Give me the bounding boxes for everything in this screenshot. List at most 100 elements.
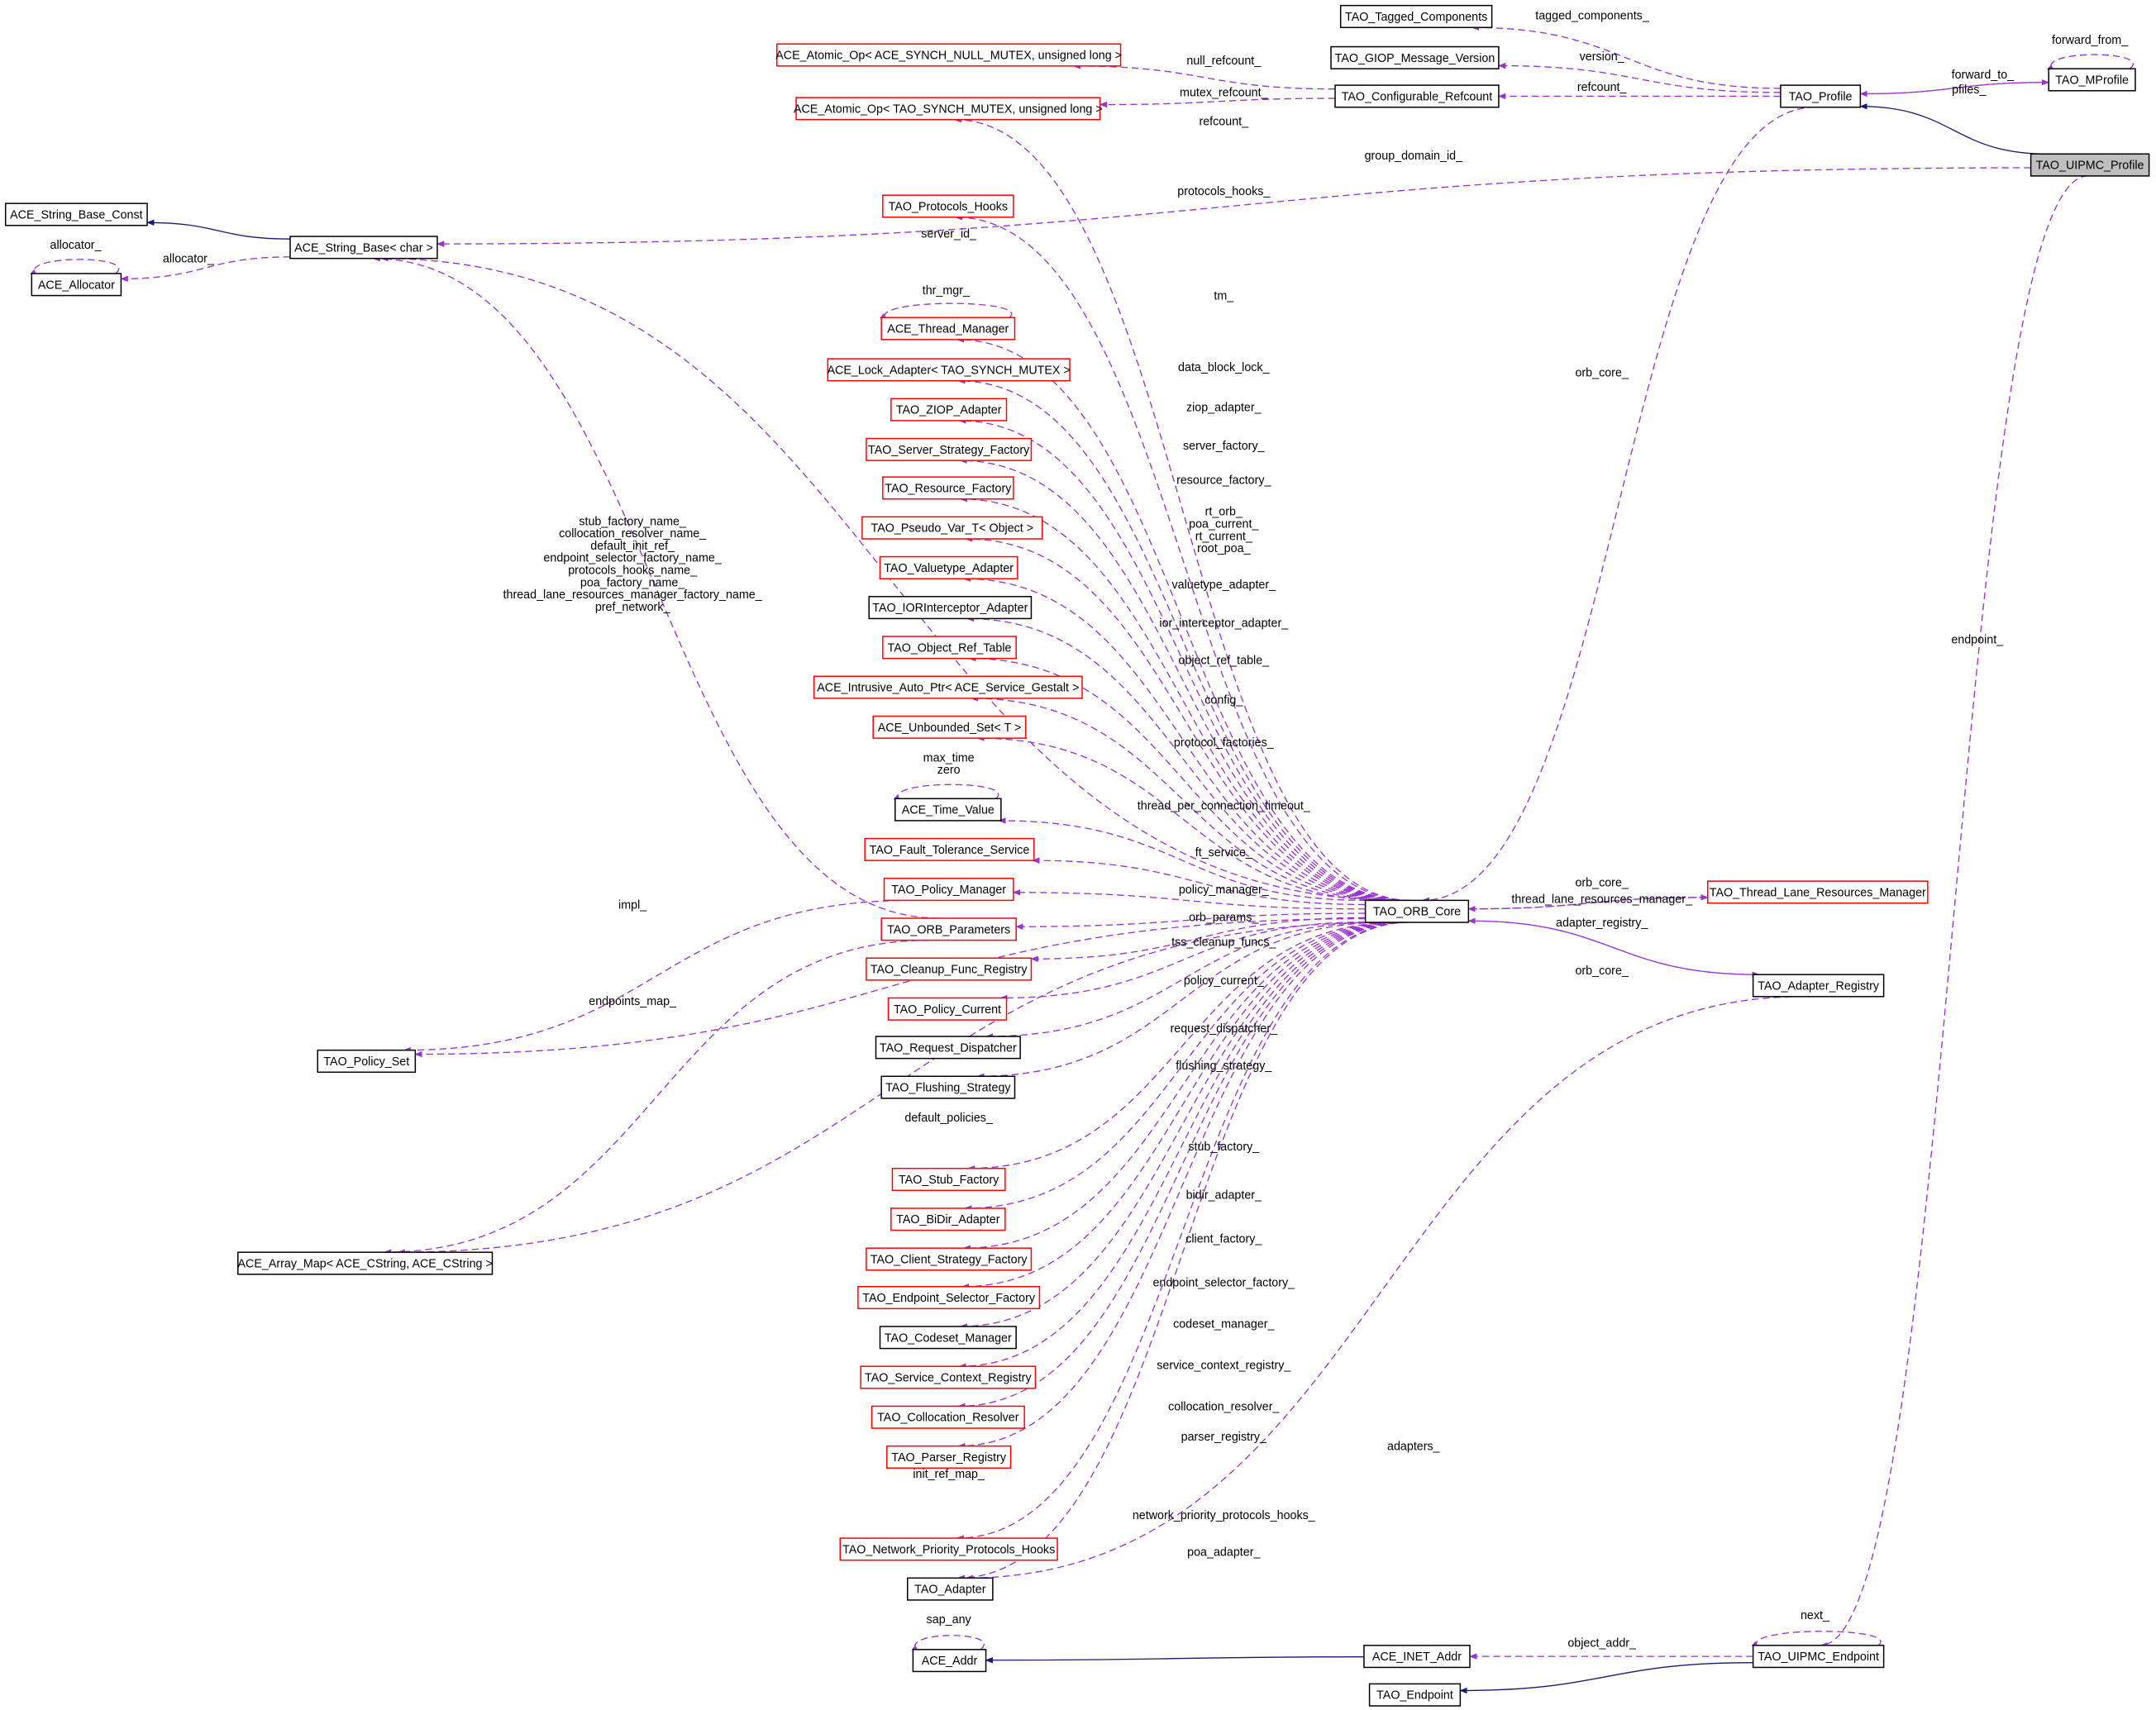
class-node-ace_addr[interactable]: ACE_Addr <box>912 1649 987 1673</box>
class-box[interactable] <box>883 878 1014 902</box>
class-box[interactable] <box>237 1251 494 1275</box>
class-box[interactable] <box>31 273 122 297</box>
class-box[interactable] <box>813 675 1083 699</box>
class-node-colloc[interactable]: TAO_Collocation_Resolver <box>871 1405 1025 1429</box>
class-box[interactable] <box>1706 880 1929 904</box>
class-node-codeset[interactable]: TAO_Codeset_Manager <box>879 1326 1017 1350</box>
class-box[interactable] <box>880 1075 1016 1099</box>
class-box[interactable] <box>912 1649 987 1673</box>
class-box[interactable] <box>1339 4 1493 29</box>
class-node-atomic_null[interactable]: ACE_Atomic_Op< ACE_SYNCH_NULL_MUTEX, uns… <box>775 43 1122 67</box>
class-box[interactable] <box>1364 899 1470 923</box>
class-node-ft[interactable]: TAO_Fault_Tolerance_Service <box>864 837 1035 861</box>
class-box[interactable] <box>882 194 1014 218</box>
class-box[interactable] <box>4 202 148 226</box>
class-node-stub_f[interactable]: TAO_Stub_Factory <box>891 1167 1006 1192</box>
class-box[interactable] <box>1780 84 1862 108</box>
class-box[interactable] <box>317 1049 417 1074</box>
class-node-uipmc_ep[interactable]: TAO_UIPMC_Endpoint <box>1752 1645 1885 1669</box>
class-node-refcount[interactable]: TAO_Configurable_Refcount <box>1334 84 1500 108</box>
class-node-svc_ctx[interactable]: TAO_Service_Context_Registry <box>860 1365 1037 1389</box>
class-node-array_map[interactable]: ACE_Array_Map< ACE_CString, ACE_CString … <box>237 1251 494 1275</box>
class-box[interactable] <box>872 715 1027 739</box>
class-box[interactable] <box>882 636 1017 660</box>
class-node-intrusive[interactable]: ACE_Intrusive_Auto_Ptr< ACE_Service_Gest… <box>813 675 1083 699</box>
class-node-uipmc_profile[interactable]: TAO_UIPMC_Profile <box>2030 153 2150 177</box>
class-node-atomic_tao[interactable]: ACE_Atomic_Op< TAO_SYNCH_MUTEX, unsigned… <box>794 97 1103 121</box>
class-box[interactable] <box>1752 974 1885 998</box>
class-box[interactable] <box>776 43 1122 67</box>
class-node-orb_core[interactable]: TAO_ORB_Core <box>1364 899 1470 923</box>
class-node-cleanup[interactable]: TAO_Cleanup_Func_Registry <box>866 957 1033 981</box>
class-box[interactable] <box>1752 1645 1885 1669</box>
class-box[interactable] <box>289 236 438 260</box>
class-box[interactable] <box>864 837 1035 861</box>
class-box[interactable] <box>879 1326 1017 1350</box>
class-box[interactable] <box>890 1207 1006 1231</box>
class-box[interactable] <box>891 1167 1006 1192</box>
class-box[interactable] <box>861 516 1043 540</box>
class-node-profile[interactable]: TAO_Profile <box>1780 84 1862 108</box>
class-node-ior_int[interactable]: TAO_IORInterceptor_Adapter <box>868 596 1033 620</box>
class-node-tlrm[interactable]: TAO_Thread_Lane_Resources_Manager <box>1706 880 1929 904</box>
class-node-inet_addr[interactable]: ACE_INET_Addr <box>1363 1645 1471 1669</box>
class-box[interactable] <box>890 398 1008 422</box>
class-node-parser[interactable]: TAO_Parser_Registry <box>886 1445 1012 1469</box>
class-box[interactable] <box>868 596 1033 620</box>
class-box[interactable] <box>1368 1683 1462 1707</box>
class-node-client_sf[interactable]: TAO_Client_Strategy_Factory <box>866 1247 1033 1271</box>
class-node-endpoint_sel[interactable]: TAO_Endpoint_Selector_Factory <box>857 1285 1041 1310</box>
class-box[interactable] <box>860 1365 1037 1389</box>
class-box[interactable] <box>1334 84 1500 108</box>
class-box[interactable] <box>866 437 1033 461</box>
class-box[interactable] <box>827 358 1071 382</box>
class-node-policy_mgr[interactable]: TAO_Policy_Manager <box>883 878 1014 902</box>
class-box[interactable] <box>907 1577 994 1601</box>
class-node-unbounded[interactable]: ACE_Unbounded_Set< T > <box>872 715 1027 739</box>
class-node-mprofile[interactable]: TAO_MProfile <box>2048 68 2136 92</box>
class-box[interactable] <box>866 1247 1033 1271</box>
class-box[interactable] <box>2030 153 2150 177</box>
class-box[interactable] <box>1363 1645 1471 1669</box>
class-node-proto_hooks[interactable]: TAO_Protocols_Hooks <box>882 194 1014 218</box>
class-node-sbase[interactable]: ACE_String_Base< char > <box>289 236 438 260</box>
class-node-server_sf[interactable]: TAO_Server_Strategy_Factory <box>866 437 1033 461</box>
class-node-adapter_reg[interactable]: TAO_Adapter_Registry <box>1752 974 1885 998</box>
class-node-net_prio[interactable]: TAO_Network_Priority_Protocols_Hooks <box>839 1537 1058 1561</box>
class-box[interactable] <box>839 1537 1058 1561</box>
class-node-sbase_const[interactable]: ACE_String_Base_Const <box>4 202 148 226</box>
class-box[interactable] <box>894 798 1002 822</box>
class-box[interactable] <box>866 957 1033 981</box>
class-box[interactable] <box>880 317 1016 341</box>
class-box[interactable] <box>857 1285 1041 1310</box>
class-box[interactable] <box>880 917 1017 941</box>
class-box[interactable] <box>871 1405 1025 1429</box>
class-node-giop[interactable]: TAO_GIOP_Message_Version <box>1330 45 1500 69</box>
class-node-allocator[interactable]: ACE_Allocator <box>31 273 122 297</box>
class-box[interactable] <box>2048 68 2136 92</box>
class-node-resource_f[interactable]: TAO_Resource_Factory <box>882 476 1014 500</box>
class-node-pseudo_var[interactable]: TAO_Pseudo_Var_T< Object > <box>861 516 1043 540</box>
class-node-valuetype[interactable]: TAO_Valuetype_Adapter <box>879 555 1018 579</box>
class-node-tao_ep[interactable]: TAO_Endpoint <box>1368 1683 1462 1707</box>
class-node-tagged[interactable]: TAO_Tagged_Components <box>1339 4 1493 29</box>
class-node-thread_mgr[interactable]: ACE_Thread_Manager <box>880 317 1016 341</box>
class-node-bidir[interactable]: TAO_BiDir_Adapter <box>890 1207 1006 1231</box>
class-box[interactable] <box>887 997 1008 1021</box>
class-node-ziop[interactable]: TAO_ZIOP_Adapter <box>890 398 1008 422</box>
class-box[interactable] <box>1330 45 1500 69</box>
class-box[interactable] <box>879 555 1018 579</box>
class-node-req_disp[interactable]: TAO_Request_Dispatcher <box>875 1036 1021 1060</box>
class-node-flushing[interactable]: TAO_Flushing_Strategy <box>880 1075 1016 1099</box>
class-node-policy_set[interactable]: TAO_Policy_Set <box>317 1049 417 1074</box>
class-box[interactable] <box>795 97 1101 121</box>
class-node-lock_adapter[interactable]: ACE_Lock_Adapter< TAO_SYNCH_MUTEX > <box>827 358 1071 382</box>
class-node-obj_ref[interactable]: TAO_Object_Ref_Table <box>882 636 1017 660</box>
class-node-policy_cur[interactable]: TAO_Policy_Current <box>887 997 1008 1021</box>
class-node-adapter[interactable]: TAO_Adapter <box>907 1577 994 1601</box>
class-box[interactable] <box>882 476 1014 500</box>
class-node-orb_params[interactable]: TAO_ORB_Parameters <box>880 917 1017 941</box>
class-box[interactable] <box>875 1036 1021 1060</box>
class-box[interactable] <box>886 1445 1012 1469</box>
class-node-time_value[interactable]: ACE_Time_Value <box>894 798 1002 822</box>
